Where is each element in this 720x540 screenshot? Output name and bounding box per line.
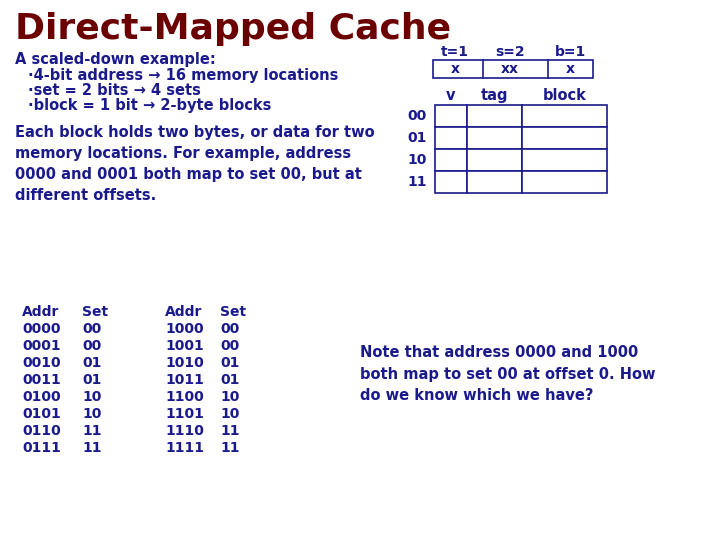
Text: Each block holds two bytes, or data for two
memory locations. For example, addre: Each block holds two bytes, or data for … bbox=[15, 125, 374, 203]
Text: 00: 00 bbox=[220, 339, 239, 353]
Bar bbox=[522, 127, 607, 149]
Text: Set: Set bbox=[220, 305, 246, 319]
Bar bbox=[522, 149, 607, 171]
Text: 0011: 0011 bbox=[22, 373, 60, 387]
Text: 10: 10 bbox=[220, 407, 239, 421]
Bar bbox=[522, 105, 607, 127]
Text: 11: 11 bbox=[408, 175, 427, 189]
Text: 01: 01 bbox=[408, 131, 427, 145]
Bar bbox=[435, 127, 467, 149]
Text: 00: 00 bbox=[82, 339, 102, 353]
Text: block: block bbox=[543, 88, 586, 103]
Text: 10: 10 bbox=[220, 390, 239, 404]
Text: 0010: 0010 bbox=[22, 356, 60, 370]
Text: t=1: t=1 bbox=[441, 45, 469, 59]
Text: 01: 01 bbox=[82, 356, 102, 370]
Text: v: v bbox=[446, 88, 456, 103]
Bar bbox=[467, 105, 522, 127]
Text: 1111: 1111 bbox=[165, 441, 204, 455]
Text: s=2: s=2 bbox=[495, 45, 525, 59]
Text: 00: 00 bbox=[82, 322, 102, 336]
Text: 10: 10 bbox=[82, 390, 102, 404]
Text: 01: 01 bbox=[220, 356, 239, 370]
Text: x: x bbox=[565, 62, 575, 76]
Text: tag: tag bbox=[481, 88, 508, 103]
Text: 1010: 1010 bbox=[165, 356, 204, 370]
Text: 0101: 0101 bbox=[22, 407, 60, 421]
Text: x: x bbox=[451, 62, 459, 76]
Text: 00: 00 bbox=[408, 109, 427, 123]
Text: ·4-bit address → 16 memory locations: ·4-bit address → 16 memory locations bbox=[28, 68, 338, 83]
Text: Note that address 0000 and 1000
both map to set 00 at offset 0. How
do we know w: Note that address 0000 and 1000 both map… bbox=[360, 345, 655, 403]
Text: b=1: b=1 bbox=[554, 45, 585, 59]
Text: 0111: 0111 bbox=[22, 441, 61, 455]
Text: Addr: Addr bbox=[165, 305, 202, 319]
Bar bbox=[522, 171, 607, 193]
Text: Addr: Addr bbox=[22, 305, 59, 319]
Bar bbox=[467, 171, 522, 193]
Text: 0001: 0001 bbox=[22, 339, 60, 353]
Text: 10: 10 bbox=[82, 407, 102, 421]
Text: 10: 10 bbox=[408, 153, 427, 167]
Text: ·block = 1 bit → 2-byte blocks: ·block = 1 bit → 2-byte blocks bbox=[28, 98, 271, 113]
Bar bbox=[435, 105, 467, 127]
Bar bbox=[467, 149, 522, 171]
Bar bbox=[467, 127, 522, 149]
Text: xx: xx bbox=[501, 62, 519, 76]
Text: 1000: 1000 bbox=[165, 322, 204, 336]
Text: 0100: 0100 bbox=[22, 390, 60, 404]
Text: ·set = 2 bits → 4 sets: ·set = 2 bits → 4 sets bbox=[28, 83, 201, 98]
Bar bbox=[435, 149, 467, 171]
Text: 1100: 1100 bbox=[165, 390, 204, 404]
Text: 1110: 1110 bbox=[165, 424, 204, 438]
Text: 0110: 0110 bbox=[22, 424, 60, 438]
Text: A scaled-down example:: A scaled-down example: bbox=[15, 52, 216, 67]
Text: 11: 11 bbox=[220, 424, 240, 438]
Bar bbox=[433, 60, 593, 78]
Text: 11: 11 bbox=[82, 424, 102, 438]
Text: Direct-Mapped Cache: Direct-Mapped Cache bbox=[15, 12, 451, 46]
Text: 1001: 1001 bbox=[165, 339, 204, 353]
Text: 11: 11 bbox=[82, 441, 102, 455]
Text: 01: 01 bbox=[220, 373, 239, 387]
Text: 00: 00 bbox=[220, 322, 239, 336]
Text: Set: Set bbox=[82, 305, 108, 319]
Bar bbox=[435, 171, 467, 193]
Text: 1101: 1101 bbox=[165, 407, 204, 421]
Text: 11: 11 bbox=[220, 441, 240, 455]
Text: 01: 01 bbox=[82, 373, 102, 387]
Text: 1011: 1011 bbox=[165, 373, 204, 387]
Text: 0000: 0000 bbox=[22, 322, 60, 336]
